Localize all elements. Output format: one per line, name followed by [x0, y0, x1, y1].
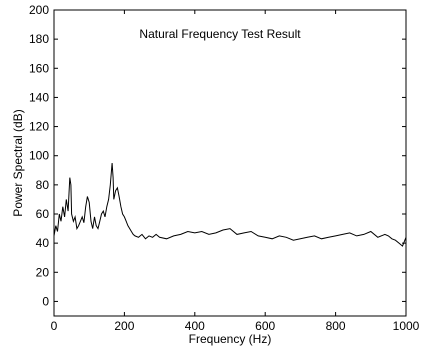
y-tick-label: 160	[29, 61, 49, 75]
y-tick-label: 60	[36, 207, 50, 221]
x-axis-label: Frequency (Hz)	[189, 332, 272, 346]
y-tick-label: 180	[29, 32, 49, 46]
series-line	[53, 162, 407, 247]
y-tick-label: 40	[36, 236, 50, 250]
y-tick-labels: 0 20 40 60 80 100 120 140 160 180 200	[29, 3, 49, 308]
x-tick-label: 400	[185, 319, 205, 333]
y-axis-label: Power Spectral (dB)	[11, 109, 25, 216]
x-tick-label: 600	[255, 319, 275, 333]
y-tick-label: 80	[36, 178, 50, 192]
y-tick-label: 120	[29, 120, 49, 134]
x-tick-label: 800	[326, 319, 346, 333]
chart-title: Natural Frequency Test Result	[139, 27, 301, 41]
x-tick-label: 1000	[393, 319, 420, 333]
series-layer	[53, 162, 407, 247]
x-tick-label: 0	[51, 319, 58, 333]
y-tick-label: 140	[29, 90, 49, 104]
y-tick-label: 200	[29, 3, 49, 17]
y-tick-label: 100	[29, 149, 49, 163]
y-tick-label: 20	[36, 265, 50, 279]
y-tick-label: 0	[42, 294, 49, 308]
plot-area	[53, 9, 407, 317]
x-tick-label: 200	[114, 319, 134, 333]
x-tick-labels: 0 200 400 600 800 1000	[51, 319, 420, 333]
